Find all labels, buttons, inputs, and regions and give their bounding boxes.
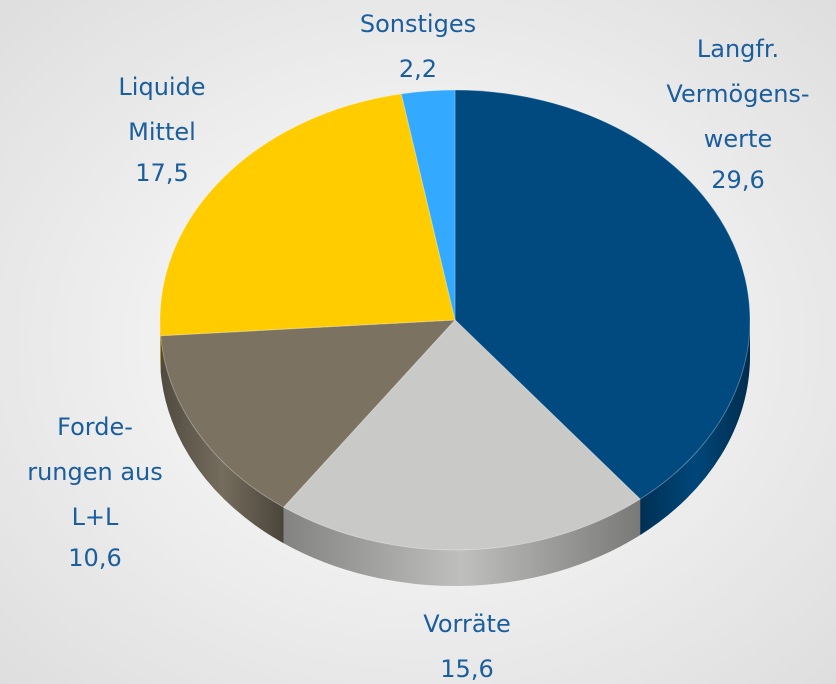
slice (454, 89, 751, 500)
value-label: 29,6 (711, 166, 764, 194)
slice (160, 319, 457, 508)
value-label: 2,2 (399, 55, 437, 83)
slice-label: Sonstiges (360, 10, 476, 38)
slice-label: Forde- (57, 413, 133, 441)
value-label: 10,6 (68, 544, 121, 572)
slice (159, 93, 456, 337)
slice (282, 319, 641, 551)
slice-side-shade (160, 320, 161, 372)
slice (400, 89, 456, 321)
slice-label: rungen aus (27, 458, 163, 486)
slice-label: L+L (72, 503, 119, 531)
value-label: 15,6 (440, 655, 493, 683)
slice-label: Langfr. (697, 35, 779, 63)
slice-label: Vorräte (423, 610, 510, 638)
slice-side-shade (160, 335, 284, 544)
value-label: 17,5 (135, 159, 188, 187)
slice-label: Liquide (118, 73, 205, 101)
slice-label: Mittel (128, 118, 196, 146)
slice-label: werte (704, 125, 772, 153)
slice-side-shade (640, 320, 750, 536)
slice-label: Vermögens- (666, 80, 809, 108)
slice-side-shade (283, 499, 641, 586)
